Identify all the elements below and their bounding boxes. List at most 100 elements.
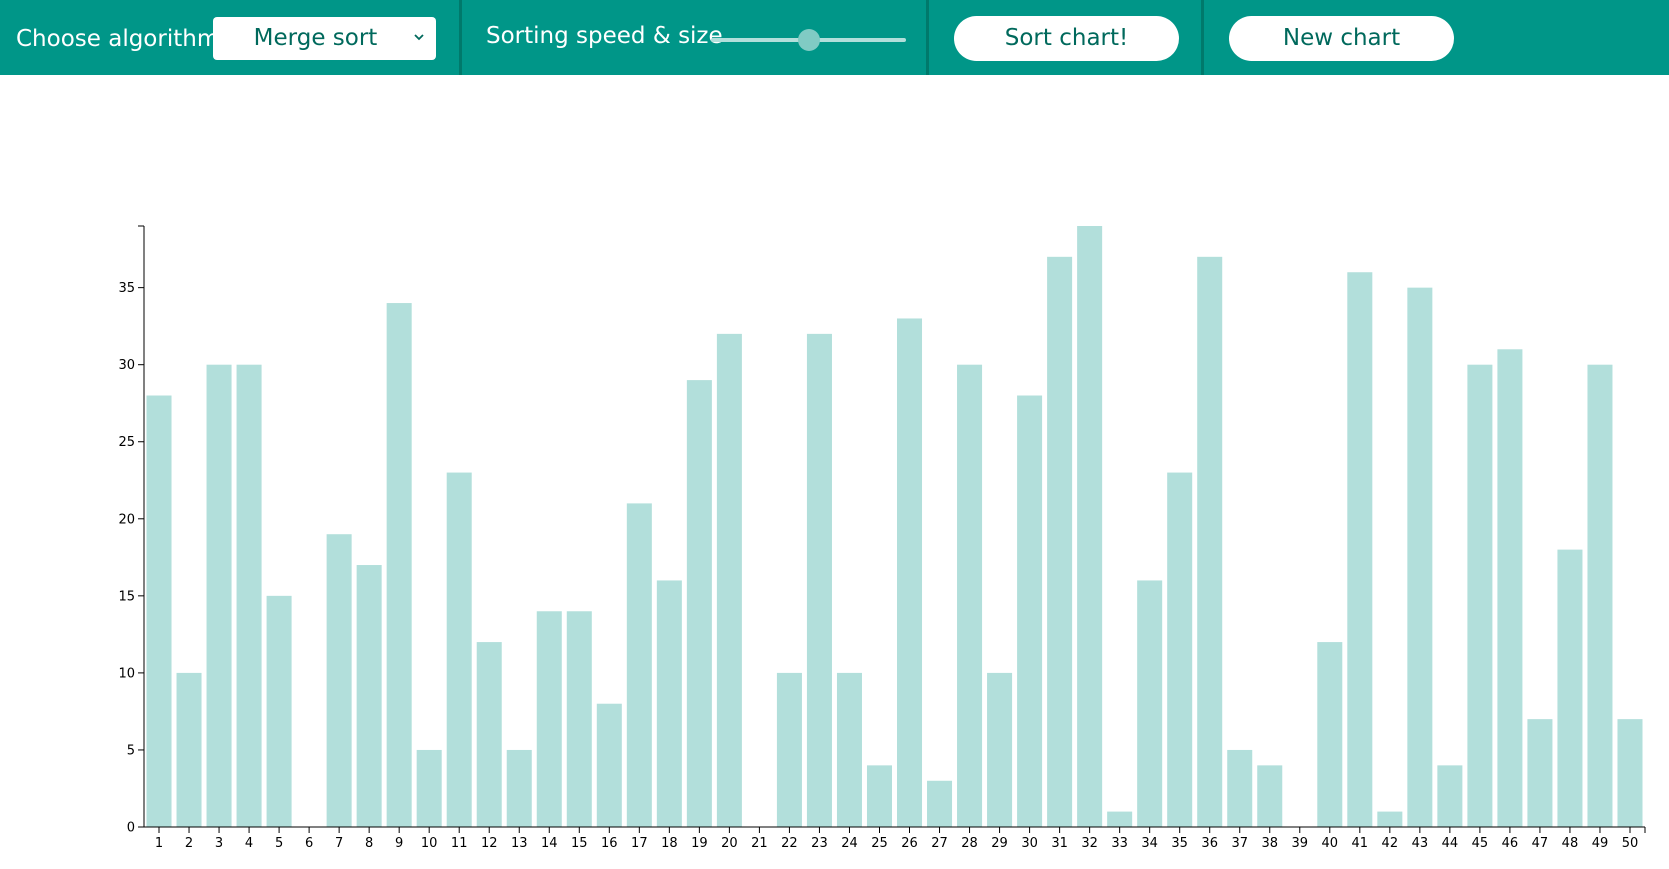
y-tick-label: 15 [118,589,135,604]
bar [686,380,712,827]
x-tick-label: 17 [631,836,648,851]
bar [1167,472,1193,827]
x-tick-label: 15 [571,836,588,851]
x-tick-label: 37 [1231,836,1248,851]
bar [626,503,652,827]
speed-size-slider[interactable] [711,28,906,52]
bar [1227,749,1253,827]
x-tick-label: 16 [601,836,618,851]
x-tick-label: 48 [1562,836,1579,851]
toolbar-divider [459,0,462,75]
choose-algorithm-label: Choose algorithm [16,26,220,52]
y-tick-label: 5 [127,743,135,758]
bar [536,611,562,827]
x-tick-label: 1 [155,836,163,851]
x-tick-label: 4 [245,836,253,851]
x-tick-label: 20 [721,836,738,851]
x-tick-label: 3 [215,836,223,851]
x-tick-label: 25 [871,836,888,851]
x-tick-label: 2 [185,836,193,851]
bar [266,595,292,827]
bar [206,364,232,827]
bar [1347,272,1373,827]
x-tick-label: 10 [421,836,438,851]
bar [1497,349,1523,827]
x-tick-label: 24 [841,836,858,851]
x-tick-label: 32 [1081,836,1098,851]
toolbar-divider [1201,0,1204,75]
bar [1407,287,1433,828]
new-chart-button[interactable]: New chart [1229,16,1454,61]
x-tick-label: 9 [395,836,403,851]
x-tick-label: 28 [961,836,978,851]
x-tick-label: 36 [1201,836,1218,851]
bar [866,765,892,827]
y-tick-label: 35 [118,281,135,296]
bar [1617,719,1643,827]
bar [356,565,382,827]
y-tick-label: 25 [118,435,135,450]
bar [386,303,412,827]
x-tick-label: 49 [1592,836,1609,851]
slider-thumb[interactable] [797,29,820,51]
bar [1137,580,1163,827]
x-tick-label: 41 [1352,836,1369,851]
bar [1197,256,1223,827]
bar [176,672,202,827]
algorithm-select[interactable]: Merge sort [213,17,436,60]
x-tick-label: 11 [451,836,468,851]
bar [1107,811,1133,827]
bar [1467,364,1493,827]
x-tick-label: 7 [335,836,343,851]
bar [1557,549,1583,827]
bar [776,672,802,827]
bar [1077,226,1103,827]
x-tick-label: 40 [1322,836,1339,851]
sort-chart-button[interactable]: Sort chart! [954,16,1179,61]
y-tick-label: 0 [127,821,135,836]
bar [236,364,262,827]
x-tick-label: 18 [661,836,678,851]
y-tick-label: 20 [118,512,135,527]
x-tick-label: 22 [781,836,798,851]
x-tick-label: 12 [481,836,498,851]
bar [506,749,532,827]
x-tick-label: 35 [1171,836,1188,851]
bar [1377,811,1403,827]
x-tick-label: 45 [1472,836,1489,851]
bar [927,780,953,827]
x-tick-label: 30 [1021,836,1038,851]
bar [1257,765,1283,827]
bar [1017,395,1043,827]
bar [446,472,472,827]
x-tick-label: 26 [901,836,918,851]
x-tick-label: 42 [1382,836,1399,851]
x-tick-label: 14 [541,836,558,851]
bar [1437,765,1463,827]
algorithm-select-value: Merge sort [253,25,378,51]
bar [987,672,1013,827]
bar [957,364,983,827]
bar [566,611,592,827]
bar [1317,642,1343,827]
x-tick-label: 39 [1291,836,1308,851]
x-tick-label: 21 [751,836,768,851]
bar [656,580,682,827]
x-tick-label: 47 [1532,836,1549,851]
x-tick-label: 19 [691,836,708,851]
bar [1527,719,1553,827]
chevron-down-icon [414,34,424,41]
toolbar: Choose algorithm Merge sort Sorting spee… [0,0,1669,75]
bar [1587,364,1613,827]
bar [1047,256,1073,827]
bar [326,534,352,827]
x-tick-label: 33 [1111,836,1128,851]
x-tick-label: 38 [1261,836,1278,851]
bar [897,318,923,827]
x-tick-label: 34 [1141,836,1158,851]
y-tick-label: 10 [118,666,135,681]
bar [596,703,622,827]
x-tick-label: 13 [511,836,528,851]
x-tick-label: 44 [1442,836,1459,851]
